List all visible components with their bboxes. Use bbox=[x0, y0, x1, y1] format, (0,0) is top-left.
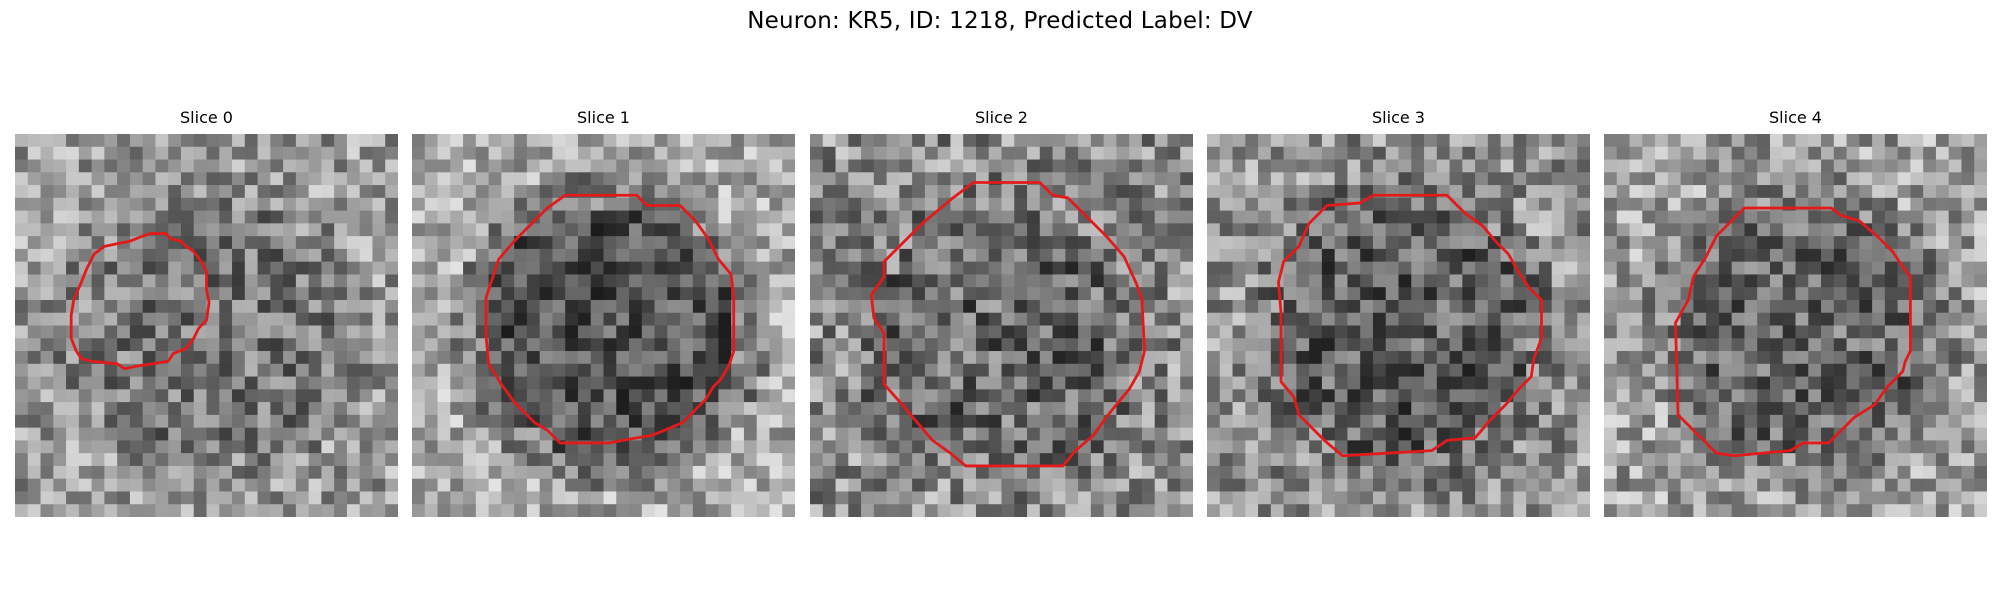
slice-title: Slice 4 bbox=[1769, 108, 1822, 127]
roi-outline bbox=[1674, 206, 1912, 458]
slice-title: Slice 1 bbox=[577, 108, 630, 127]
pixel-grid bbox=[15, 134, 398, 517]
roi-outline bbox=[869, 181, 1146, 468]
slice-title: Slice 2 bbox=[975, 108, 1028, 127]
pixel-grid bbox=[810, 134, 1193, 517]
pixel-grid bbox=[412, 134, 795, 517]
slice-image bbox=[1207, 134, 1590, 517]
slice-image bbox=[15, 134, 398, 517]
roi-outline bbox=[1277, 193, 1543, 458]
slice-image bbox=[412, 134, 795, 517]
slice-title: Slice 0 bbox=[180, 108, 233, 127]
roi-outline bbox=[69, 232, 211, 371]
roi-outline bbox=[484, 193, 736, 445]
pixel-grid bbox=[1207, 134, 1590, 517]
slice-image bbox=[1604, 134, 1987, 517]
slice-title: Slice 3 bbox=[1372, 108, 1425, 127]
slice-image bbox=[810, 134, 1193, 517]
figure-title: Neuron: KR5, ID: 1218, Predicted Label: … bbox=[747, 8, 1253, 34]
pixel-grid bbox=[1604, 134, 1987, 517]
